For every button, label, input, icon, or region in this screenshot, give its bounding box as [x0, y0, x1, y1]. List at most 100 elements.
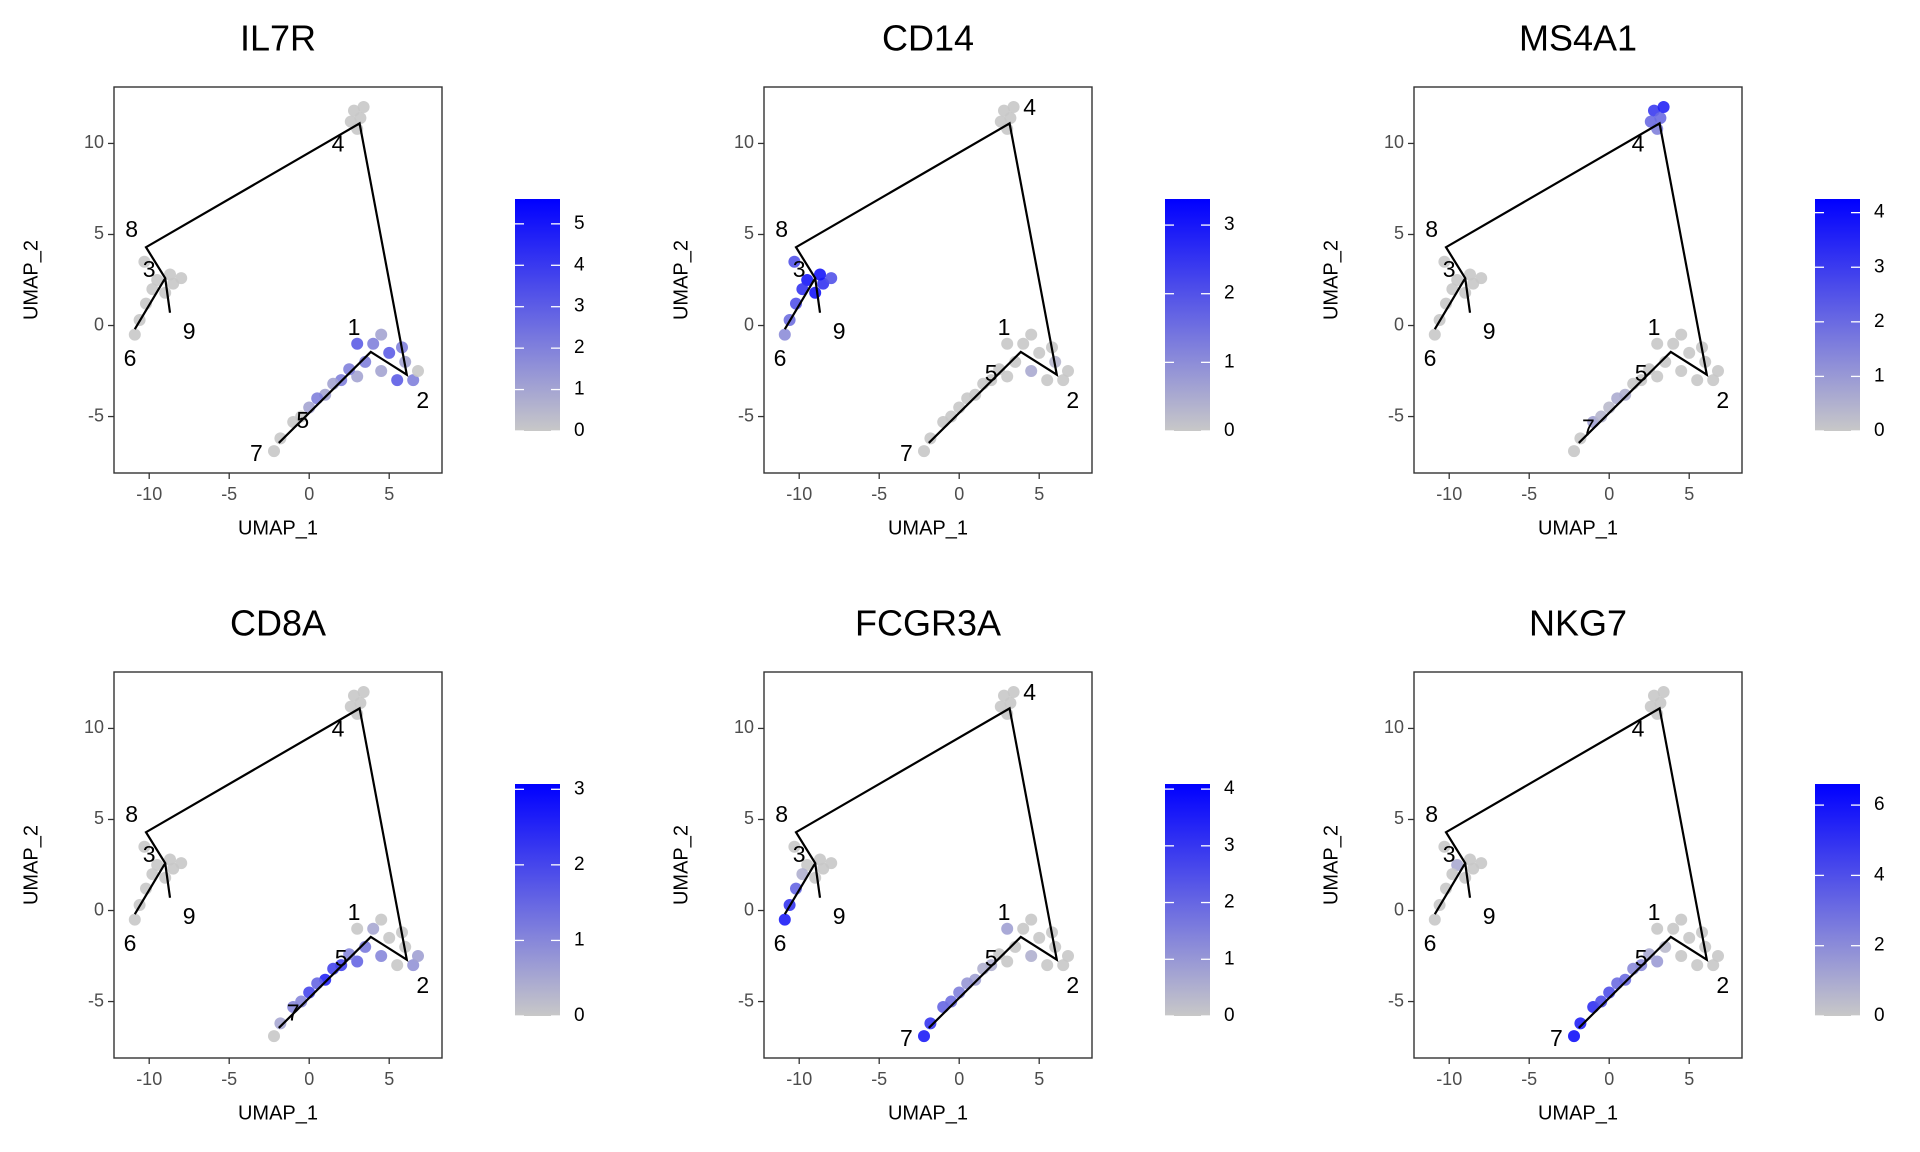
- panel: MS4A1 1 2 3 4 5 6 7 8 9 -10 -5 0 5 -5 0 5 10 UMAP_1 UMAP_2 0…: [1320, 18, 1885, 540]
- node-label: 4: [332, 130, 345, 156]
- y-tick-label: -5: [1388, 990, 1404, 1010]
- node-label: 6: [774, 345, 787, 371]
- node-label: 8: [1425, 801, 1438, 827]
- cell-point: [1683, 931, 1696, 944]
- node-label: 7: [900, 440, 913, 466]
- cell-point: [1438, 840, 1451, 853]
- cell-point: [814, 268, 826, 281]
- cell-point: [407, 374, 420, 387]
- cell-point: [375, 365, 388, 378]
- node-label: 8: [775, 216, 788, 242]
- cell-point: [1057, 374, 1070, 387]
- cell-point: [1651, 955, 1664, 968]
- cell-point: [357, 686, 370, 699]
- cell-point: [1712, 950, 1724, 963]
- cell-point: [945, 995, 958, 1008]
- colorbar-tick-label: 0: [1224, 1005, 1235, 1026]
- cell-point: [295, 410, 308, 423]
- cell-point: [1657, 101, 1670, 114]
- cell-point: [1691, 959, 1704, 972]
- colorbar-tick-label: 4: [1874, 202, 1885, 223]
- cell-point: [1464, 853, 1476, 866]
- x-tick-label: -5: [1521, 484, 1537, 504]
- cell-point: [138, 255, 151, 268]
- colorbar: [515, 199, 560, 431]
- node-label: 1: [348, 899, 361, 925]
- cell-point: [825, 272, 838, 285]
- cell-point: [796, 868, 809, 881]
- cell-point: [311, 392, 324, 405]
- cell-point: [1004, 111, 1017, 124]
- cell-point: [383, 931, 396, 944]
- y-tick-label: 0: [94, 899, 104, 919]
- y-tick-label: 5: [744, 808, 754, 828]
- node-label: 7: [287, 999, 300, 1025]
- cell-point: [383, 346, 396, 359]
- y-tick-label: 10: [84, 132, 104, 152]
- cell-point: [788, 840, 801, 853]
- cell-point: [151, 274, 164, 286]
- colorbar-tick-label: 0: [1874, 1005, 1885, 1026]
- cell-point: [351, 955, 364, 968]
- cell-point: [1025, 913, 1038, 926]
- node-label: 1: [1648, 899, 1661, 925]
- trajectory: [133, 706, 409, 1029]
- node-label: 9: [833, 318, 846, 344]
- colorbar-tick-label: 6: [1874, 794, 1885, 815]
- cell-point: [412, 950, 424, 963]
- cell-point: [1428, 913, 1441, 926]
- cell-point: [1451, 274, 1464, 286]
- panel-title: MS4A1: [1519, 18, 1637, 59]
- y-tick-label: 0: [744, 314, 754, 334]
- cell-point: [1446, 868, 1459, 881]
- cell-point: [1712, 365, 1724, 378]
- cell-point: [1651, 922, 1664, 935]
- cell-point: [1643, 948, 1656, 961]
- node-label: 2: [1716, 972, 1729, 998]
- node-label: 8: [125, 216, 138, 242]
- colorbar-tick-label: 0: [574, 1005, 585, 1026]
- panel-title: FCGR3A: [855, 603, 1001, 644]
- cell-point: [1574, 432, 1587, 445]
- trajectory: [783, 706, 1059, 1029]
- x-axis-label: UMAP_1: [1538, 1102, 1618, 1124]
- cell-point: [1001, 922, 1014, 935]
- plot-frame: [763, 671, 1093, 1059]
- node-label: 9: [1483, 318, 1496, 344]
- node-label: 5: [296, 407, 309, 433]
- cell-point: [1707, 959, 1720, 972]
- y-tick-label: 0: [744, 899, 754, 919]
- cell-point: [994, 700, 1007, 713]
- node-label: 5: [335, 945, 348, 971]
- cell-point: [351, 337, 364, 350]
- cell-point: [412, 365, 424, 378]
- colorbar-tick-label: 3: [1224, 835, 1235, 856]
- colorbar-tick-label: 3: [574, 778, 585, 799]
- colorbar-tick-label: 1: [1224, 351, 1235, 372]
- cell-point: [1004, 696, 1017, 709]
- cell-point: [1568, 445, 1580, 458]
- cell-point: [1675, 913, 1688, 926]
- cell-point: [268, 445, 280, 458]
- cell-point: [146, 868, 159, 881]
- node-label: 3: [143, 841, 156, 867]
- x-tick-label: 5: [1684, 484, 1694, 504]
- colorbar-tick-label: 0: [574, 420, 585, 441]
- x-tick-label: -10: [1436, 1069, 1462, 1089]
- cell-point: [1001, 955, 1014, 968]
- colorbar-tick-label: 1: [1224, 948, 1235, 969]
- node-label: 4: [1023, 94, 1036, 120]
- x-axis-label: UMAP_1: [888, 1102, 968, 1124]
- cell-point: [367, 922, 380, 935]
- cell-point: [1611, 392, 1624, 405]
- y-tick-label: 10: [734, 717, 754, 737]
- cell-point: [128, 913, 141, 926]
- y-tick-label: 0: [94, 314, 104, 334]
- colorbar-tick-label: 0: [1224, 420, 1235, 441]
- y-tick-label: 0: [1394, 314, 1404, 334]
- node-label: 1: [348, 314, 361, 340]
- cell-point: [961, 392, 974, 405]
- cell-point: [1475, 272, 1488, 285]
- cell-point: [343, 363, 356, 376]
- trajectory: [1433, 706, 1709, 1029]
